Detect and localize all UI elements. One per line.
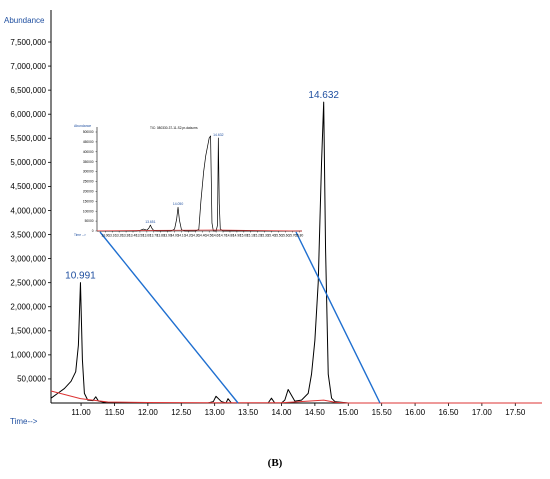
- inset-x-tick-label: 14.50: [205, 234, 213, 238]
- main-y-tick-label: 3,000,000: [10, 254, 46, 263]
- inset-y-tick-label: 100000: [83, 209, 94, 213]
- figure-caption: (B): [267, 457, 283, 469]
- main-x-tick-label: 16.00: [405, 408, 426, 417]
- main-peak-labels: 10.991 14.632: [65, 90, 339, 282]
- main-y-tick-label: 50,0000: [17, 375, 46, 384]
- main-x-axis-title: Time-->: [10, 417, 38, 426]
- inset-x-tick-label: 14.20: [184, 234, 192, 238]
- main-y-tick-label: 7,500,000: [10, 38, 46, 47]
- inset-x-tick-label: 13.90: [164, 234, 172, 238]
- main-y-tick-label: 1,000,000: [10, 351, 46, 360]
- main-y-tick-label: 5,500,000: [10, 134, 46, 143]
- inset-x-tick-label: 13.30: [122, 234, 130, 238]
- main-x-tick-label: 16.50: [438, 408, 459, 417]
- inset-x-tick-label: 13.10: [108, 234, 116, 238]
- main-y-tick-label: 4,000,000: [10, 206, 46, 215]
- inset-x-tick-label: 13.00: [101, 234, 109, 238]
- inset-x-tick-label: 14.40: [198, 234, 206, 238]
- inset-peak-label: 13.651: [145, 220, 155, 224]
- main-x-tick-label: 11.50: [105, 408, 125, 417]
- main-series-line-2: [50, 390, 542, 404]
- inset-peak-label: 14.050: [173, 202, 183, 206]
- inset-x-tick-label: 14.00: [171, 234, 179, 238]
- inset-x-tick-label: 14.60: [212, 234, 220, 238]
- main-x-tick-label: 17.00: [472, 408, 493, 417]
- inset-x-tick-label: 15.20: [254, 234, 262, 238]
- inset-y-tick-label: 200000: [83, 190, 94, 194]
- inset-series-line-1: [97, 135, 302, 232]
- main-y-tick-label: 2,500,000: [10, 278, 46, 287]
- zoom-connector-lines: [99, 231, 381, 404]
- inset-x-tick-label: 15.70: [288, 234, 296, 238]
- main-x-tick-label: 11.00: [71, 408, 91, 417]
- inset-y-tick-label: 500000: [83, 130, 94, 134]
- inset-x-tick-label: 13.60: [143, 234, 151, 238]
- inset-y-tick-label: 50000: [85, 219, 94, 223]
- main-y-axis-title: Abundance: [4, 16, 45, 25]
- inset-y-tick-label: 0: [92, 229, 94, 233]
- inset-y-tick-label: 150000: [83, 199, 94, 203]
- main-x-tick-label: 13.00: [205, 408, 226, 417]
- inset-x-axis-title: Time -->: [74, 233, 86, 237]
- main-x-tick-label: 13.50: [238, 408, 259, 417]
- main-x-tick-label: 17.50: [505, 408, 526, 417]
- main-peak-label: 14.632: [308, 90, 339, 101]
- inset-y-tick-label: 450000: [83, 140, 94, 144]
- main-y-tick-label: 1,500,000: [10, 327, 46, 336]
- inset-x-tick-label: 13.40: [129, 234, 137, 238]
- inset-x-tick-label: 13.70: [150, 234, 158, 238]
- main-y-tick-label: 6,500,000: [10, 86, 46, 95]
- main-x-tick-label: 15.00: [338, 408, 359, 417]
- main-series-group: [50, 101, 542, 404]
- inset-y-tick-label: 350000: [83, 160, 94, 164]
- main-x-tick-label: 14.50: [305, 408, 326, 417]
- main-y-tick-label: 3,500,000: [10, 230, 46, 239]
- inset-x-tick-label: 13.50: [136, 234, 144, 238]
- inset-x-tick-label: 15.80: [295, 234, 303, 238]
- inset-x-tick-label: 14.90: [233, 234, 241, 238]
- main-y-ticks: 50,0000 1,000,000 1,500,000 2,000,000 2,500,…: [10, 38, 51, 384]
- connector-line-right: [295, 231, 381, 404]
- main-y-tick-label: 4,500,000: [10, 182, 46, 191]
- inset-y-tick-label: 300000: [83, 170, 94, 174]
- main-y-tick-label: 6,000,000: [10, 110, 46, 119]
- inset-chart: Abundance TIC: 080330-37-11-S2.pr-data.m…: [74, 124, 303, 238]
- main-x-tick-label: 12.00: [138, 408, 159, 417]
- inset-peak-labels: 13.651 14.050 14.632: [145, 133, 223, 224]
- main-x-ticks: 11.00 11.50 12.00 12.50 13.00 13.50 14.00 14.50…: [71, 403, 526, 417]
- main-peak-label: 10.991: [65, 271, 96, 282]
- inset-y-tick-label: 400000: [83, 150, 94, 154]
- main-x-tick-label: 12.50: [171, 408, 192, 417]
- inset-x-tick-label: 14.10: [178, 234, 186, 238]
- inset-x-tick-label: 14.30: [191, 234, 199, 238]
- connector-line-left: [99, 231, 239, 404]
- inset-x-tick-label: 14.70: [219, 234, 227, 238]
- inset-y-ticks: 5000004500004000003500003000002500002000…: [83, 130, 97, 233]
- inset-x-tick-label: 15.00: [240, 234, 248, 238]
- main-chart: Abundance Time--> 50,0000 1,000,000 1,500,…: [4, 10, 542, 426]
- inset-x-tick-label: 15.30: [261, 234, 269, 238]
- main-series-line-1: [50, 101, 542, 404]
- inset-x-tick-label: 14.80: [226, 234, 234, 238]
- inset-x-tick-label: 15.50: [274, 234, 282, 238]
- inset-x-tick-label: 15.10: [247, 234, 255, 238]
- main-x-tick-label: 14.00: [271, 408, 292, 417]
- inset-peak-label: 14.632: [213, 133, 223, 137]
- main-y-tick-label: 5,000,000: [10, 158, 46, 167]
- inset-x-tick-label: 15.60: [281, 234, 289, 238]
- inset-x-tick-label: 15.40: [268, 234, 276, 238]
- inset-x-ticks: 13.0013.1013.2013.3013.4013.5013.6013.70…: [101, 231, 303, 238]
- main-x-tick-label: 15.50: [372, 408, 393, 417]
- inset-x-tick-label: 13.80: [157, 234, 165, 238]
- inset-series-line-2: [96, 229, 303, 232]
- inset-series-group: [96, 135, 303, 232]
- inset-y-axis-title: Abundance: [74, 124, 91, 128]
- inset-title: TIC: 080330-37-11-S2.pr-data.ms: [150, 126, 198, 130]
- inset-x-tick-label: 13.20: [115, 234, 123, 238]
- main-y-tick-label: 7,000,000: [10, 62, 46, 71]
- inset-y-tick-label: 250000: [83, 180, 94, 184]
- main-y-tick-label: 2,000,000: [10, 303, 46, 312]
